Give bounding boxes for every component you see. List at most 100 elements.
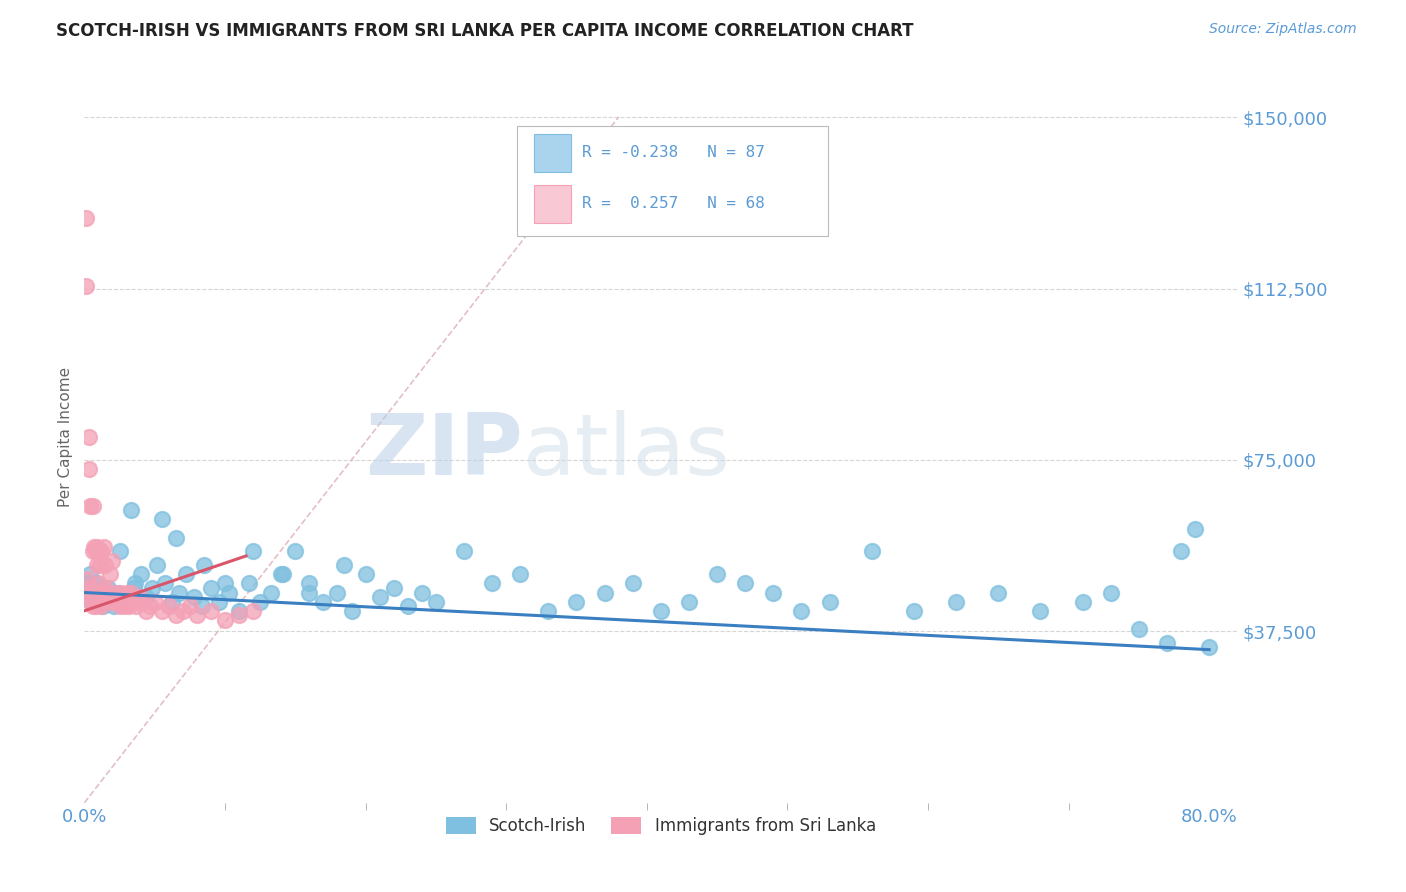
Point: [76, 572, 98, 586]
Point: [107, 590, 129, 604]
Point: [79, 499, 101, 513]
Point: [82, 499, 104, 513]
Point: [77, 585, 100, 599]
Point: [260, 585, 283, 599]
Point: [93, 540, 115, 554]
Point: [105, 594, 128, 608]
Point: [150, 512, 173, 526]
Point: [91, 585, 114, 599]
Point: [128, 590, 150, 604]
Point: [537, 604, 560, 618]
Point: [110, 585, 132, 599]
Point: [115, 590, 138, 604]
Point: [84, 576, 107, 591]
Point: [108, 544, 131, 558]
Point: [100, 594, 122, 608]
Point: [129, 567, 152, 582]
Point: [115, 585, 138, 599]
Point: [97, 585, 120, 599]
Point: [83, 540, 105, 554]
Point: [76, 576, 98, 591]
Point: [94, 594, 117, 608]
Point: [818, 594, 841, 608]
Point: [89, 585, 111, 599]
Point: [945, 594, 967, 608]
Point: [118, 599, 141, 614]
Point: [82, 599, 104, 614]
Point: [284, 544, 307, 558]
Point: [91, 599, 114, 614]
Point: [131, 594, 153, 608]
Point: [453, 544, 475, 558]
Point: [860, 544, 883, 558]
Point: [75, 211, 97, 225]
Point: [103, 590, 125, 604]
Point: [79, 581, 101, 595]
Point: [987, 585, 1010, 599]
Point: [382, 581, 405, 595]
Point: [298, 585, 321, 599]
Point: [1184, 521, 1206, 535]
Point: [191, 599, 214, 614]
Point: [411, 585, 433, 599]
Text: ZIP: ZIP: [364, 410, 523, 493]
Point: [354, 567, 377, 582]
Point: [157, 599, 180, 614]
Point: [1099, 585, 1122, 599]
Point: [86, 558, 108, 573]
Point: [762, 585, 785, 599]
Point: [117, 594, 139, 608]
Point: [1170, 544, 1192, 558]
Point: [83, 590, 105, 604]
Point: [86, 540, 108, 554]
Point: [1156, 636, 1178, 650]
Point: [94, 581, 117, 595]
Point: [120, 503, 142, 517]
Point: [174, 567, 197, 582]
Point: [79, 567, 101, 582]
Text: R = -0.238   N = 87: R = -0.238 N = 87: [582, 145, 765, 160]
Point: [135, 590, 157, 604]
FancyBboxPatch shape: [534, 185, 571, 223]
Point: [90, 544, 112, 558]
Point: [122, 581, 145, 595]
Point: [86, 585, 108, 599]
Point: [903, 604, 925, 618]
Point: [84, 544, 107, 558]
Point: [396, 599, 419, 614]
Point: [200, 581, 222, 595]
Point: [75, 279, 97, 293]
Point: [186, 608, 208, 623]
Point: [111, 594, 134, 608]
Point: [172, 604, 194, 618]
Point: [87, 594, 110, 608]
Point: [368, 590, 391, 604]
Point: [242, 544, 264, 558]
Point: [153, 576, 176, 591]
FancyBboxPatch shape: [534, 134, 571, 171]
Point: [104, 585, 127, 599]
Point: [93, 594, 115, 608]
Point: [1128, 622, 1150, 636]
Point: [141, 581, 163, 595]
Point: [270, 567, 292, 582]
Point: [135, 604, 157, 618]
Point: [84, 599, 107, 614]
Point: [340, 604, 363, 618]
Point: [143, 594, 166, 608]
Point: [218, 585, 240, 599]
Point: [89, 581, 111, 595]
Point: [509, 567, 531, 582]
Point: [249, 594, 271, 608]
Point: [706, 567, 728, 582]
Point: [1198, 640, 1220, 655]
Point: [228, 608, 250, 623]
Point: [82, 581, 104, 595]
Point: [87, 594, 110, 608]
Point: [103, 599, 125, 614]
Point: [122, 594, 145, 608]
Point: [678, 594, 700, 608]
Point: [139, 599, 162, 614]
Point: [125, 599, 148, 614]
Point: [87, 576, 110, 591]
